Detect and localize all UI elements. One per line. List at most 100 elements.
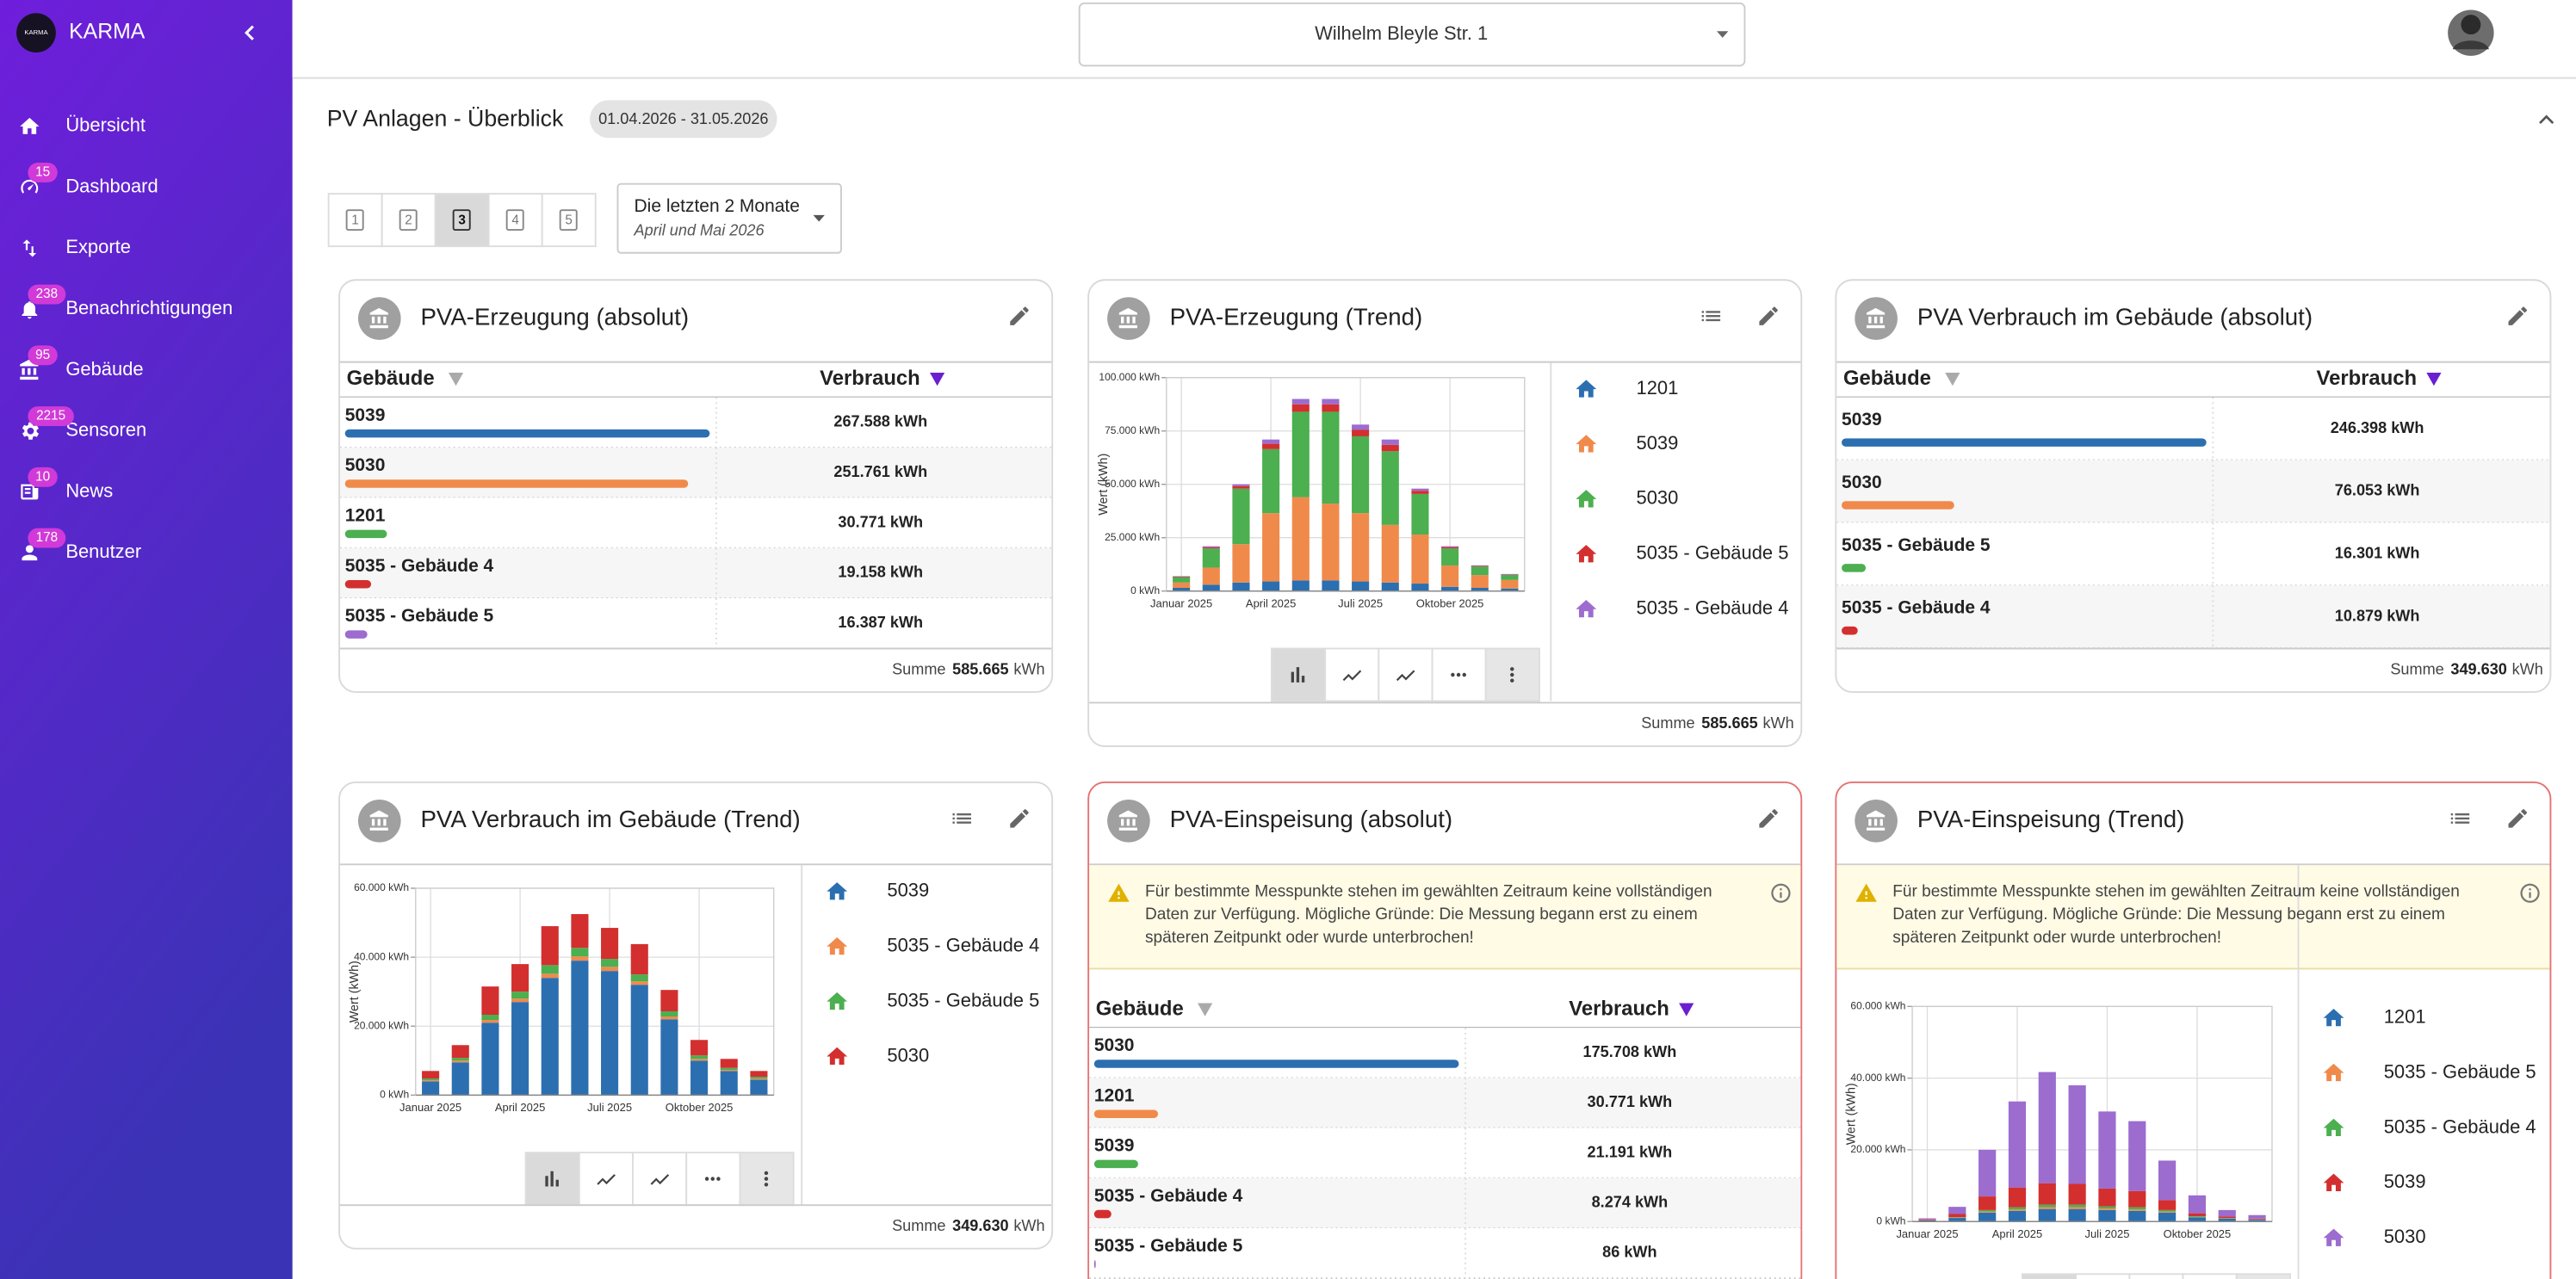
bar-segment <box>1352 513 1370 582</box>
bar-segment <box>2098 1188 2116 1207</box>
sort-indicator[interactable] <box>930 373 945 386</box>
bar-segment <box>2068 1183 2086 1205</box>
nav-badge <box>28 163 58 182</box>
chart-toolbar-button[interactable] <box>2021 1273 2078 1279</box>
bar-segment <box>1471 566 1489 576</box>
row-bar <box>1093 1209 1112 1219</box>
chart-toolbar-button[interactable] <box>578 1152 634 1207</box>
widget-title: PVA Verbrauch im Gebäude (Trend) <box>420 806 800 832</box>
list-button[interactable] <box>2450 813 2470 824</box>
row-value: 76.053 kWh <box>2335 482 2420 499</box>
bar-segment <box>2128 1210 2146 1222</box>
bar-segment <box>720 1070 738 1072</box>
chart-toolbar-icon-shape <box>650 1174 670 1185</box>
sort-indicator[interactable] <box>2426 373 2442 386</box>
chart-toolbar-button[interactable] <box>739 1152 795 1207</box>
layout-button[interactable] <box>541 193 597 248</box>
y-tick-label: 20.000 kWh <box>354 1019 409 1031</box>
row-name: 5039 <box>1094 1136 1135 1156</box>
collapse-section[interactable] <box>2539 114 2554 125</box>
collapse-button[interactable] <box>245 25 254 40</box>
x-tick-label: April 2025 <box>1246 596 1296 609</box>
column-header: Gebäude <box>347 367 435 390</box>
bar-segment <box>1381 451 1399 525</box>
bar-segment <box>481 1015 499 1021</box>
chart-toolbar-button[interactable] <box>632 1152 688 1207</box>
edit-button[interactable] <box>1010 809 1029 828</box>
edit-button[interactable] <box>1010 306 1029 325</box>
nav-icon-shape <box>22 301 38 319</box>
table-row <box>339 448 1052 498</box>
warning-icon-shape <box>1108 883 1130 902</box>
bar-segment <box>2008 1207 2027 1210</box>
widget-icon-shape <box>1118 810 1137 831</box>
info-button[interactable] <box>2520 883 2540 903</box>
bar-segment <box>1978 1196 1997 1210</box>
period-select[interactable] <box>616 182 842 254</box>
select-caret <box>1717 31 1729 38</box>
nav-item[interactable] <box>0 100 293 152</box>
bar-segment <box>750 1077 768 1079</box>
chart-toolbar-button[interactable] <box>2182 1273 2238 1279</box>
legend-icon-shape <box>2323 1008 2344 1027</box>
bar-segment <box>2038 1208 2056 1222</box>
legend-icon-shape <box>827 992 848 1010</box>
chart-toolbar-button[interactable] <box>1378 647 1434 702</box>
chart-toolbar-button[interactable] <box>1324 647 1380 702</box>
chart-toolbar-icon-shape <box>1291 667 1305 683</box>
legend-icon <box>2323 1008 2344 1027</box>
widget-icon-shape <box>369 307 388 329</box>
sort-indicator[interactable] <box>1945 373 1960 386</box>
bar-segment <box>750 1071 768 1078</box>
y-tick-label: 40.000 kWh <box>1850 1072 1905 1084</box>
y-tick-label: 50.000 kWh <box>1105 478 1160 490</box>
edit-button[interactable] <box>2508 306 2527 325</box>
list-button[interactable] <box>1701 311 1721 322</box>
chart-toolbar-button[interactable] <box>2128 1273 2184 1279</box>
layout-button[interactable] <box>327 193 383 248</box>
chart-toolbar-icon-shape <box>545 1171 559 1187</box>
location-text: Wilhelm Bleyle Str. 1 <box>1315 22 1488 44</box>
bar-segment <box>1381 444 1399 452</box>
y-tick-label: 20.000 kWh <box>1850 1143 1905 1155</box>
table-row <box>339 497 1052 548</box>
nav-item[interactable] <box>0 222 293 275</box>
bar-segment <box>1173 577 1191 583</box>
row-bar <box>344 529 387 539</box>
edit-button[interactable] <box>1759 809 1778 828</box>
bar-segment <box>660 990 678 1012</box>
bar-segment <box>571 914 589 948</box>
bar-segment <box>2068 1208 2086 1222</box>
column-header: Verbrauch <box>2317 367 2418 390</box>
bar-segment <box>1173 582 1191 589</box>
bar-segment <box>2008 1210 2027 1222</box>
sort-indicator[interactable] <box>448 373 464 386</box>
layout-button[interactable] <box>487 193 543 248</box>
list-button[interactable] <box>952 813 971 824</box>
row-value: 86 kWh <box>1602 1244 1656 1261</box>
bar-segment <box>2098 1209 2116 1222</box>
bar-segment <box>1202 547 1220 549</box>
bar-segment <box>2008 1101 2027 1188</box>
location-select[interactable] <box>1078 2 1746 67</box>
edit-button-shape <box>1010 306 1029 325</box>
sum-unit: kWh <box>1013 1217 1044 1234</box>
nav-badge-text: 178 <box>36 530 58 545</box>
nav-label: Gebäude <box>65 358 143 380</box>
avatar-head <box>2461 15 2481 35</box>
bar-segment <box>1232 488 1250 545</box>
edit-button[interactable] <box>2508 809 2527 828</box>
sort-indicator[interactable] <box>1198 1003 1213 1016</box>
chart-toolbar-button[interactable] <box>2235 1273 2291 1279</box>
table-row <box>339 397 1052 448</box>
row-name: 5039 <box>1842 410 1882 429</box>
sum-unit: kWh <box>1013 660 1044 677</box>
bar-segment <box>1948 1214 1966 1218</box>
info-button[interactable] <box>1771 883 1791 903</box>
chart-toolbar-button[interactable] <box>2075 1273 2131 1279</box>
edit-button[interactable] <box>1759 306 1778 325</box>
sort-indicator[interactable] <box>1679 1003 1694 1016</box>
bar-segment <box>601 959 619 967</box>
layout-button[interactable] <box>434 193 490 248</box>
legend-icon-shape <box>2323 1228 2344 1246</box>
